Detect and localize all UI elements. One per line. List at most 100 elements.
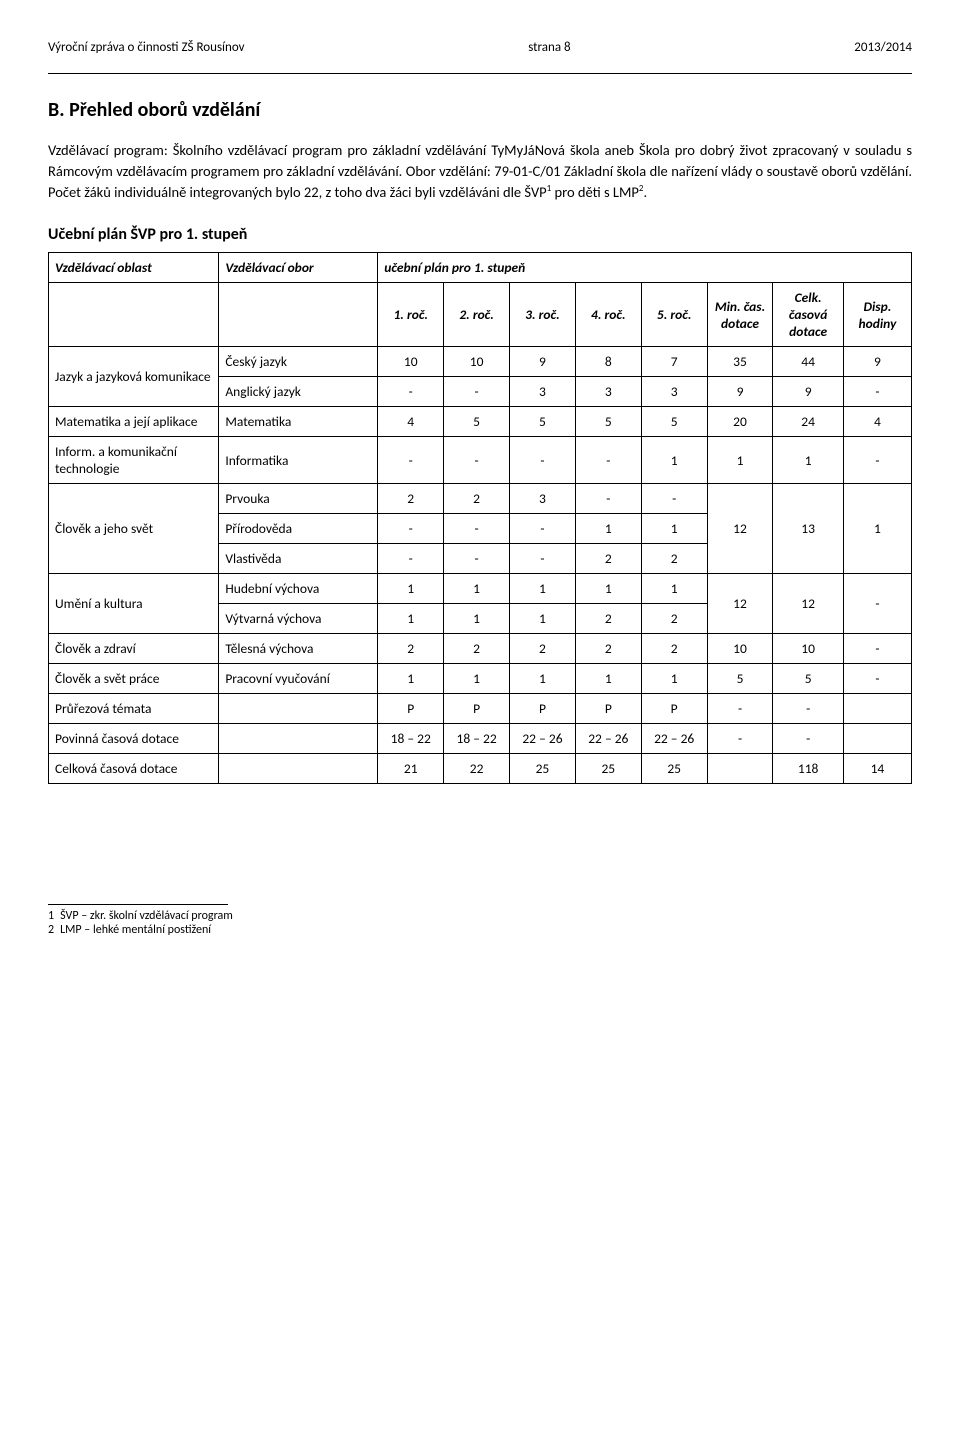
cell-obor: Přírodověda: [219, 514, 378, 544]
cell: 5: [444, 407, 510, 437]
cell: 22: [444, 754, 510, 784]
cell: -: [843, 377, 911, 407]
footnotes: 1 ŠVP – zkr. školní vzdělávací program 2…: [48, 904, 912, 937]
th-oblast: Vzdělávací oblast: [49, 253, 219, 283]
cell: 1: [510, 574, 576, 604]
cell-oblast-prace: Člověk a svět práce: [49, 664, 219, 694]
cell: 118: [773, 754, 843, 784]
cell-blank: [219, 754, 378, 784]
cell: 2: [575, 544, 641, 574]
cell: 25: [575, 754, 641, 784]
table-row: Jazyk a jazyková komunikace Český jazyk …: [49, 347, 912, 377]
cell: 2: [641, 544, 707, 574]
cell-blank: [843, 724, 911, 754]
cell: 10: [444, 347, 510, 377]
cell: -: [378, 514, 444, 544]
table-row: Člověk a svět práce Pracovní vyučování 1…: [49, 664, 912, 694]
cell-obor: Matematika: [219, 407, 378, 437]
cell: 7: [641, 347, 707, 377]
section-title: B. Přehled oborů vzdělání: [48, 98, 912, 122]
cell: P: [641, 694, 707, 724]
th-min: Min. čas. dotace: [707, 283, 773, 347]
cell: -: [510, 544, 576, 574]
cell: -: [707, 694, 773, 724]
cell: 5: [641, 407, 707, 437]
cell: 3: [510, 484, 576, 514]
page-header: Výroční zpráva o činnosti ZŠ Rousínov st…: [48, 40, 912, 55]
footnote-number: 2: [48, 923, 54, 937]
th-roc5: 5. roč.: [641, 283, 707, 347]
para-main: Vzdělávací program: Školního vzdělávací …: [48, 141, 912, 201]
cell: -: [444, 544, 510, 574]
cell-blank: [219, 724, 378, 754]
table-row: Celková časová dotace 21 22 25 25 25 118…: [49, 754, 912, 784]
cell-obor: Prvouka: [219, 484, 378, 514]
cell: 2: [444, 484, 510, 514]
cell-obor: Vlastivěda: [219, 544, 378, 574]
cell: -: [510, 514, 576, 544]
cell: 2: [444, 634, 510, 664]
cell: 10: [707, 634, 773, 664]
cell: 14: [843, 754, 911, 784]
table-row: Matematika a její aplikace Matematika 4 …: [49, 407, 912, 437]
th-blank-1: [49, 283, 219, 347]
cell: 25: [510, 754, 576, 784]
cell: [707, 754, 773, 784]
cell: -: [707, 724, 773, 754]
cell-disp: -: [843, 574, 911, 634]
cell: -: [510, 437, 576, 484]
cell: 9: [773, 377, 843, 407]
cell: 1: [707, 437, 773, 484]
cell-oblast-prurez: Průřezová témata: [49, 694, 219, 724]
th-celk: Celk. časová dotace: [773, 283, 843, 347]
th-roc1: 1. roč.: [378, 283, 444, 347]
cell: 20: [707, 407, 773, 437]
cell: 22 – 26: [641, 724, 707, 754]
para-tail: pro děti s LMP: [551, 183, 639, 201]
footnote-2: 2 LMP – lehké mentální postižení: [48, 923, 912, 937]
cell: 44: [773, 347, 843, 377]
cell: -: [378, 437, 444, 484]
cell: 2: [575, 634, 641, 664]
cell: 18 – 22: [444, 724, 510, 754]
cell: -: [444, 514, 510, 544]
header-left: Výroční zpráva o činnosti ZŠ Rousínov: [48, 40, 245, 55]
footnote-text: LMP – lehké mentální postižení: [60, 923, 211, 937]
cell-obor: Anglický jazyk: [219, 377, 378, 407]
cell: -: [843, 634, 911, 664]
cell-min: 12: [707, 484, 773, 574]
para-end: .: [643, 183, 647, 201]
cell: -: [773, 694, 843, 724]
cell: -: [444, 377, 510, 407]
header-center: strana 8: [528, 40, 570, 55]
cell: 1: [510, 604, 576, 634]
cell: 22 – 26: [575, 724, 641, 754]
cell-obor-blank: [219, 694, 378, 724]
intro-paragraph: Vzdělávací program: Školního vzdělávací …: [48, 140, 912, 203]
cell: 10: [378, 347, 444, 377]
cell: 1: [510, 664, 576, 694]
cell-disp: 1: [843, 484, 911, 574]
cell-oblast-zdravi: Člověk a zdraví: [49, 634, 219, 664]
cell: 35: [707, 347, 773, 377]
cell-celk: 12: [773, 574, 843, 634]
cell: -: [773, 724, 843, 754]
cell-oblast-umeni: Umění a kultura: [49, 574, 219, 634]
cell: -: [444, 437, 510, 484]
footnote-number: 1: [48, 909, 54, 923]
curriculum-table: Vzdělávací oblast Vzdělávací obor učební…: [48, 252, 912, 784]
cell: P: [510, 694, 576, 724]
cell: -: [378, 544, 444, 574]
cell: -: [575, 437, 641, 484]
cell: 1: [641, 437, 707, 484]
cell-obor: Hudební výchova: [219, 574, 378, 604]
cell: 5: [575, 407, 641, 437]
cell: 1: [378, 664, 444, 694]
cell-oblast-clovek-svet: Člověk a jeho svět: [49, 484, 219, 574]
th-obor: Vzdělávací obor: [219, 253, 378, 283]
cell: 1: [378, 574, 444, 604]
cell-obor: Tělesná výchova: [219, 634, 378, 664]
cell: 1: [575, 574, 641, 604]
cell-obor: Výtvarná výchova: [219, 604, 378, 634]
cell-oblast-mat: Matematika a její aplikace: [49, 407, 219, 437]
